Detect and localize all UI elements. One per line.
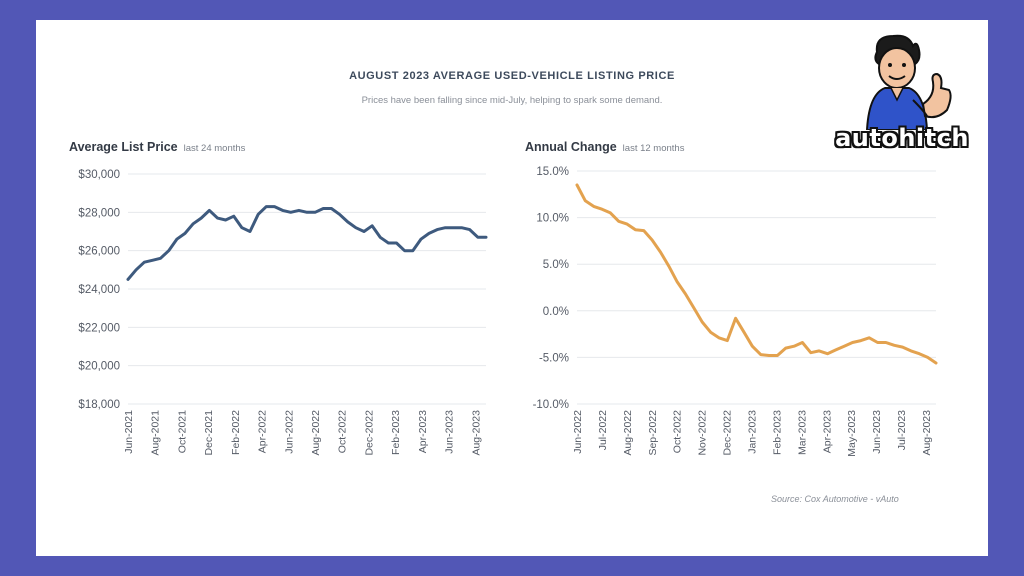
right-chart-x-tick-label: Dec-2022 [722,410,734,456]
left-chart-x-tick-label: Aug-2021 [150,410,162,456]
right-chart-y-tick-label: 15.0% [536,166,569,178]
right-chart-x-tick-label: Jun-2023 [871,410,883,454]
left-chart-y-tick-label: $24,000 [78,284,120,296]
average-list-price-chart: $30,000 $28,000 $26,000 $24,000 $22,000 $20,0… [78,169,488,456]
right-chart-x-tick-label: Jul-2023 [896,410,908,450]
left-chart-y-tick-label: $18,000 [78,399,120,411]
left-chart-y-tick-label: $28,000 [78,207,120,219]
left-chart-x-tick-label: Oct-2021 [176,410,188,453]
left-chart-x-tick-label: Jun-2021 [123,410,135,454]
right-chart-series-line [575,183,938,365]
left-chart-y-tick-label: $22,000 [78,322,120,334]
left-chart-x-tick-label: Oct-2022 [337,410,349,453]
right-chart-subtitle: last 12 months [622,143,685,154]
left-chart-title: Average List Price [69,140,178,154]
right-chart-x-tick-label: Oct-2022 [672,410,684,453]
left-chart-x-tick-label: Jun-2023 [444,410,456,454]
chart-card: AUGUST 2023 AVERAGE USED-VEHICLE LISTING… [36,20,988,556]
mascot-thumbs-up-icon [865,34,952,131]
left-chart-x-tick-label: Apr-2022 [257,410,269,453]
annual-change-chart: 15.0% 10.0% 5.0% 0.0% -5.0% -10.0%Jun-2022 Jul… [533,166,938,457]
right-chart-y-tick-label: -10.0% [533,399,569,411]
left-chart-x-tick-label: Jun-2022 [283,410,295,454]
left-chart-x-tick-label: Feb-2023 [390,410,402,455]
left-chart-y-tick-label: $20,000 [78,361,120,373]
right-chart-x-tick-label: Apr-2023 [821,410,833,453]
left-chart-series-line [126,205,488,281]
right-chart-y-tick-label: 0.0% [543,306,569,318]
autohitch-logo: autohitch [827,30,977,160]
right-chart-x-tick-label: Sep-2022 [647,410,659,456]
page-subtitle: Prices have been falling since mid-July,… [361,95,663,106]
left-chart-x-tick-label: Aug-2022 [310,410,322,456]
left-chart-y-tick-label: $26,000 [78,246,120,258]
right-chart-y-tick-label: 10.0% [536,213,569,225]
left-chart-x-tick-label: Dec-2021 [203,410,215,456]
right-chart-x-tick-label: Aug-2022 [622,410,634,456]
right-chart-title: Annual Change [525,140,617,154]
right-chart-x-tick-label: Nov-2022 [697,410,709,456]
left-chart-y-tick-label: $30,000 [78,169,120,181]
right-chart-heading: Annual Change last 12 months [525,140,684,154]
logo-text: autohitch [835,124,969,152]
left-chart-heading: Average List Price last 24 months [69,140,245,154]
left-chart-x-tick-label: Apr-2023 [417,410,429,453]
left-chart-x-tick-label: Feb-2022 [230,410,242,455]
source-note: Source: Cox Automotive - vAuto [771,494,899,504]
right-chart-x-tick-label: Mar-2023 [796,410,808,455]
left-chart-x-tick-label: Aug-2023 [470,410,482,456]
right-chart-x-tick-label: Jun-2022 [572,410,584,454]
page-title: AUGUST 2023 AVERAGE USED-VEHICLE LISTING… [349,70,675,82]
right-chart-x-tick-label: Feb-2023 [771,410,783,455]
right-chart-x-tick-label: May-2023 [846,410,858,457]
right-chart-y-tick-label: -5.0% [539,352,569,364]
right-chart-x-tick-label: Aug-2023 [921,410,933,456]
right-chart-x-tick-label: Jan-2023 [747,410,759,454]
right-chart-y-tick-label: 5.0% [543,259,569,271]
right-chart-x-tick-label: Jul-2022 [597,410,609,450]
left-chart-subtitle: last 24 months [183,143,246,154]
left-chart-x-tick-label: Dec-2022 [363,410,375,456]
